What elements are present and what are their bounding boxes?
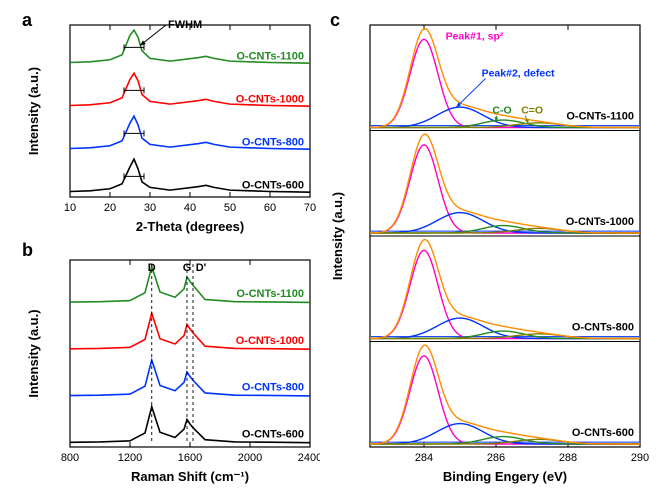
svg-text:C-O: C-O — [492, 105, 511, 117]
panel-a-svg: 10 20 30 40 50 60 70 2-Theta (degrees) Intensity… — [20, 15, 320, 235]
svg-text:20: 20 — [104, 202, 116, 214]
svg-text:2000: 2000 — [238, 452, 262, 464]
svg-text:O-CNTs-1000: O-CNTs-1000 — [236, 335, 304, 347]
svg-text:286: 286 — [487, 452, 505, 464]
svg-text:2400: 2400 — [298, 452, 320, 464]
svg-text:C=O: C=O — [521, 105, 543, 117]
svg-text:2-Theta (degrees): 2-Theta (degrees) — [136, 219, 244, 234]
panel-c-svg: 284 286 288 290 Binding Engery (eV) Intensity… — [325, 15, 650, 485]
svg-text:Intensity (a.u.): Intensity (a.u.) — [330, 192, 345, 280]
svg-text:O-CNTs-600: O-CNTs-600 — [572, 427, 634, 439]
svg-text:Binding Engery (eV): Binding Engery (eV) — [443, 469, 567, 484]
svg-text:60: 60 — [264, 202, 276, 214]
svg-text:50: 50 — [224, 202, 236, 214]
svg-text:284: 284 — [415, 452, 433, 464]
svg-text:O-CNTs-1100: O-CNTs-1100 — [236, 288, 304, 300]
svg-text:D': D' — [196, 262, 207, 274]
svg-text:40: 40 — [184, 202, 196, 214]
svg-text:O-CNTs-600: O-CNTs-600 — [242, 428, 304, 440]
svg-text:Peak#2, defect: Peak#2, defect — [482, 67, 555, 79]
svg-text:O-CNTs-800: O-CNTs-800 — [242, 382, 304, 394]
panel-b-svg: 800 1200 1600 2000 2400 Raman Shift (cm⁻¹) Int… — [20, 250, 320, 485]
svg-text:1600: 1600 — [178, 452, 202, 464]
svg-text:800: 800 — [61, 452, 79, 464]
svg-text:O-CNTs-1100: O-CNTs-1100 — [566, 111, 634, 123]
svg-text:O-CNTs-1100: O-CNTs-1100 — [236, 50, 304, 62]
svg-text:G: G — [183, 262, 192, 274]
svg-text:Raman Shift (cm⁻¹): Raman Shift (cm⁻¹) — [131, 469, 249, 484]
svg-text:Peak#1, sp²: Peak#1, sp² — [446, 30, 504, 42]
svg-text:O-CNTs-800: O-CNTs-800 — [572, 322, 634, 334]
svg-text:O-CNTs-800: O-CNTs-800 — [242, 136, 304, 148]
svg-text:D: D — [148, 262, 156, 274]
svg-text:288: 288 — [559, 452, 577, 464]
svg-text:O-CNTs-1000: O-CNTs-1000 — [236, 93, 304, 105]
svg-text:Intensity (a.u.): Intensity (a.u.) — [26, 67, 41, 155]
svg-text:1200: 1200 — [118, 452, 142, 464]
svg-text:290: 290 — [631, 452, 649, 464]
svg-text:O-CNTs-600: O-CNTs-600 — [242, 179, 304, 191]
svg-text:10: 10 — [64, 202, 76, 214]
svg-text:Intensity (a.u.): Intensity (a.u.) — [26, 309, 41, 397]
svg-text:30: 30 — [144, 202, 156, 214]
svg-text:70: 70 — [304, 202, 316, 214]
svg-text:FWHM: FWHM — [168, 19, 202, 31]
svg-text:O-CNTs-1000: O-CNTs-1000 — [566, 216, 634, 228]
